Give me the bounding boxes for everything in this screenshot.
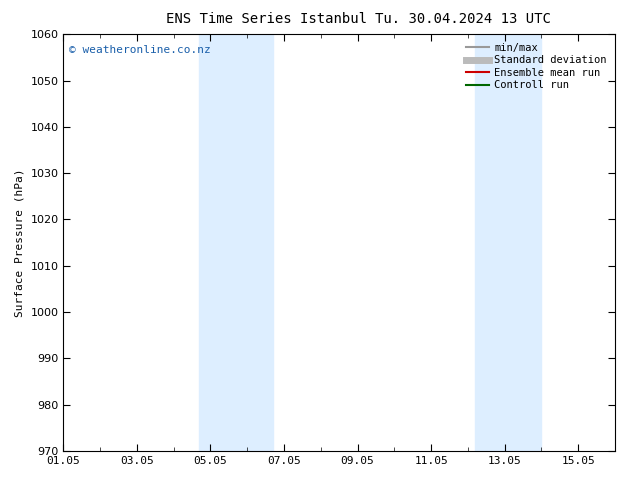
Y-axis label: Surface Pressure (hPa): Surface Pressure (hPa)	[15, 168, 25, 317]
Legend: min/max, Standard deviation, Ensemble mean run, Controll run: min/max, Standard deviation, Ensemble me…	[463, 40, 610, 94]
Bar	[476, 34, 541, 451]
Text: ENS Time Series Istanbul: ENS Time Series Istanbul	[165, 12, 367, 26]
Bar	[200, 34, 273, 451]
Text: © weatheronline.co.nz: © weatheronline.co.nz	[69, 45, 210, 55]
Text: Tu. 30.04.2024 13 UTC: Tu. 30.04.2024 13 UTC	[375, 12, 551, 26]
